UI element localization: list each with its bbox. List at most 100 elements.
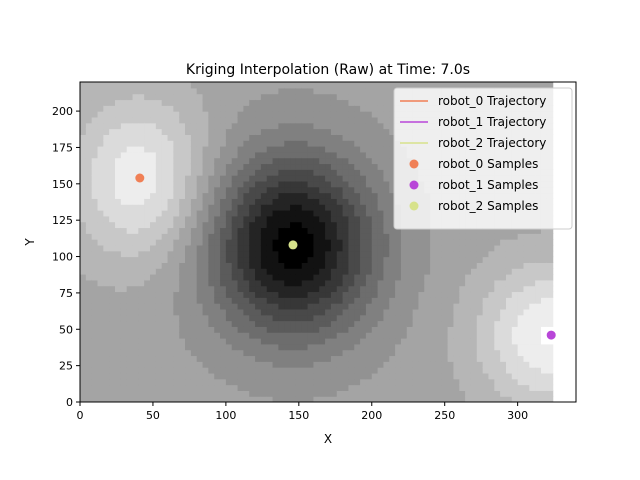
heatmap-cell (196, 285, 204, 293)
heatmap-cell (313, 186, 320, 194)
heatmap-cell (185, 355, 192, 362)
heatmap-cell (441, 274, 449, 281)
heatmap-cell (377, 338, 385, 345)
heatmap-cell (342, 192, 350, 199)
heatmap-cell (517, 291, 525, 298)
heatmap-cell (482, 256, 490, 263)
heatmap-cell (406, 279, 414, 287)
heatmap-cell (284, 134, 291, 141)
heatmap-cell (220, 146, 227, 153)
heatmap-cell (360, 146, 367, 153)
heatmap-cell (523, 244, 530, 252)
heatmap-cell (325, 128, 332, 135)
heatmap-cell (255, 314, 262, 322)
heatmap-cell (360, 303, 367, 310)
heatmap-cell (284, 262, 291, 269)
heatmap-cell (231, 274, 239, 281)
heatmap-cell (441, 256, 449, 263)
heatmap-cell (540, 297, 548, 304)
heatmap-cell (295, 146, 303, 153)
heatmap-cell (342, 180, 350, 188)
heatmap-cell (354, 163, 361, 170)
heatmap-cell (126, 349, 134, 357)
heatmap-cell (167, 244, 174, 252)
heatmap-cell (120, 186, 128, 194)
heatmap-cell (377, 314, 385, 322)
heatmap-cell (214, 332, 221, 339)
heatmap-cell (511, 285, 519, 293)
heatmap-cell (272, 285, 279, 293)
heatmap-cell (272, 180, 279, 188)
heatmap-cell (494, 355, 501, 362)
heatmap-cell (120, 303, 128, 310)
heatmap-cell (307, 268, 315, 275)
heatmap-cell (155, 105, 163, 112)
heatmap-cell (266, 285, 274, 293)
heatmap-cell (85, 204, 93, 211)
heatmap-cell (115, 157, 122, 165)
heatmap-cell (220, 297, 227, 304)
heatmap-cell (535, 82, 542, 89)
heatmap-cell (371, 87, 379, 95)
heatmap-cell (103, 378, 110, 386)
heatmap-cell (336, 116, 344, 124)
heatmap-cell (540, 250, 548, 258)
heatmap-cell (103, 332, 110, 339)
heatmap-cell (85, 320, 93, 327)
heatmap-cell (144, 367, 151, 374)
heatmap-cell (249, 186, 256, 194)
sample-point (546, 330, 556, 340)
heatmap-cell (237, 338, 244, 345)
heatmap-cell (319, 210, 326, 217)
heatmap-cell (377, 308, 385, 316)
heatmap-cell (243, 186, 250, 194)
heatmap-cell (138, 180, 145, 188)
heatmap-cell (330, 204, 338, 211)
heatmap-cell (330, 186, 338, 194)
heatmap-cell (80, 93, 87, 101)
heatmap-cell (435, 367, 443, 374)
heatmap-cell (260, 372, 268, 380)
heatmap-cell (342, 204, 350, 211)
heatmap-cell (476, 82, 484, 89)
heatmap-cell (494, 390, 501, 397)
heatmap-cell (266, 93, 274, 101)
heatmap-cell (220, 227, 227, 234)
heatmap-cell (535, 390, 542, 397)
heatmap-cell (465, 326, 472, 333)
heatmap-cell (190, 384, 198, 391)
heatmap-cell (255, 175, 262, 182)
heatmap-cell (383, 186, 390, 194)
heatmap-cell (511, 256, 519, 263)
heatmap-cell (371, 93, 379, 101)
heatmap-cell (132, 186, 139, 194)
heatmap-cell (406, 268, 414, 275)
heatmap-cell (529, 262, 536, 269)
heatmap-cell (115, 396, 122, 402)
heatmap-cell (173, 157, 180, 165)
heatmap-cell (406, 314, 414, 322)
heatmap-cell (342, 140, 350, 147)
heatmap-cell (389, 378, 396, 386)
heatmap-cell (430, 233, 437, 240)
heatmap-cell (371, 215, 379, 223)
heatmap-cell (482, 338, 490, 345)
heatmap-cell (155, 314, 163, 322)
heatmap-cell (418, 378, 425, 386)
heatmap-cell (120, 244, 128, 252)
heatmap-cell (278, 99, 285, 106)
heatmap-cell (301, 297, 309, 304)
heatmap-cell (167, 343, 174, 351)
heatmap-cell (476, 244, 484, 252)
heatmap-cell (278, 192, 285, 199)
heatmap-cell (360, 82, 367, 89)
heatmap-cell (383, 87, 390, 95)
heatmap-cell (295, 262, 303, 269)
heatmap-cell (225, 291, 233, 298)
heatmap-cell (85, 332, 93, 339)
heatmap-cell (167, 332, 174, 339)
heatmap-cell (278, 396, 285, 402)
heatmap-cell (103, 361, 110, 368)
heatmap-cell (301, 244, 309, 252)
heatmap-cell (155, 308, 163, 316)
